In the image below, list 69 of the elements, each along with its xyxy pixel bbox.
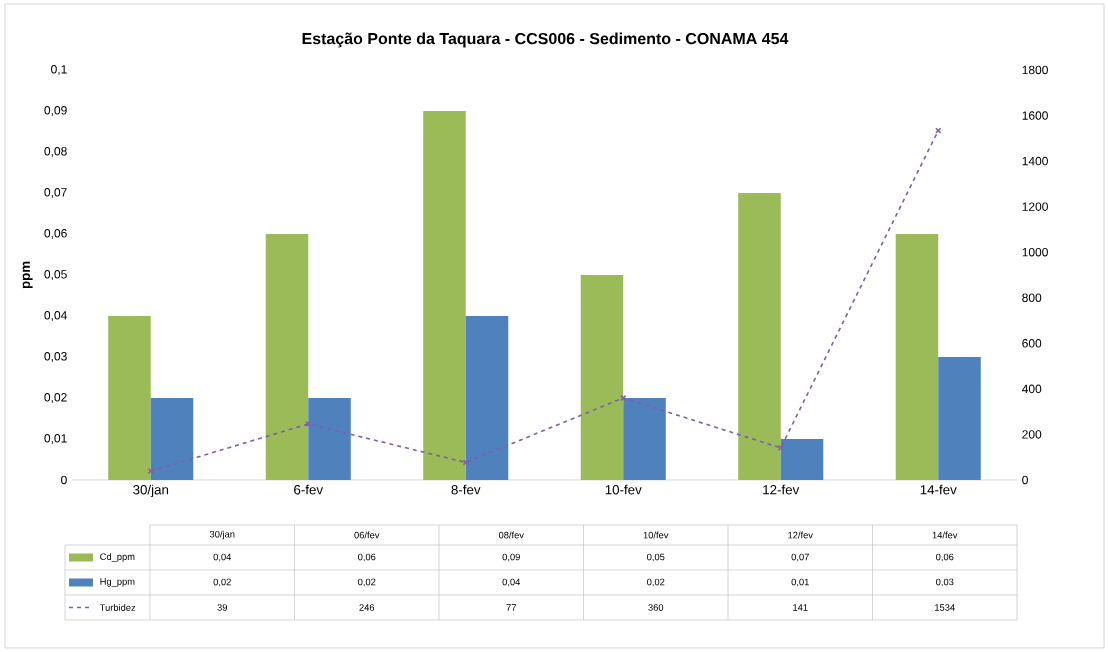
text: 10/fev (643, 531, 669, 539)
text: 08/fev (498, 531, 524, 539)
data-label: 0,06 (358, 553, 376, 562)
data-label: 0,02 (358, 578, 376, 587)
bar (150, 397, 194, 480)
y-tick-label: 0,01 (44, 434, 67, 444)
x-tick-label: 12-fev (763, 484, 800, 495)
y-tick-label: 0,02 (44, 393, 67, 403)
data-label: 0,02 (213, 578, 231, 587)
bar (108, 315, 151, 480)
legend-label: Turbidez (99, 604, 136, 611)
y-tick-label: 0,07 (44, 188, 67, 198)
data-label: 0,03 (936, 578, 954, 587)
data-label: 246 (359, 604, 375, 611)
data-label: 0,05 (647, 553, 665, 562)
text: 12/fev (788, 531, 813, 539)
text: 14/fev (932, 531, 958, 539)
y-tick-label: 0,1 (51, 65, 67, 75)
y2-tick-label: 1400 (1022, 156, 1048, 166)
legend-label: Hg_ppm (100, 578, 135, 587)
bar (780, 438, 824, 480)
y2-tick-label: 600 (1022, 339, 1042, 348)
data-label: 0,07 (791, 553, 809, 562)
x-tick-label: 30/jan (133, 484, 169, 498)
data-label: 141 (793, 604, 808, 611)
legend-label: Cd_ppm (100, 553, 135, 562)
chart-title: Estação Ponte da Taquara - CCS006 - Sedimento - CONAMA 454 (302, 32, 789, 48)
y2-tick-label: 1800 (1022, 65, 1048, 75)
x-tick-label: 8-fev (451, 484, 481, 495)
y2-tick-label: 1000 (1022, 247, 1048, 257)
y2-tick-label: 1200 (1022, 202, 1048, 211)
x-tick-label: 10-fev (605, 484, 642, 495)
y2-tick-label: 800 (1022, 293, 1042, 303)
y-tick-label: 0,09 (44, 106, 67, 116)
bar (623, 397, 666, 480)
y-tick-label: 0,05 (44, 270, 67, 280)
y2-tick-label: 1600 (1022, 111, 1048, 120)
y-tick-label: 0,04 (44, 311, 67, 321)
point (777, 444, 784, 452)
y2-tick-label: 200 (1022, 430, 1042, 439)
data-label: 1534 (935, 604, 955, 611)
data-label: 0,02 (647, 578, 665, 587)
data-label: 0,04 (502, 578, 521, 587)
y2-tick-label: 0 (1022, 475, 1028, 485)
y-tick-label: 0,06 (44, 229, 67, 239)
y-tick-label: 0,08 (44, 147, 67, 157)
text: 30/jan (209, 530, 235, 540)
data-label: 360 (648, 604, 664, 611)
x-tick-label: 14-fev (920, 484, 957, 495)
data-label: 0,09 (502, 553, 520, 562)
bar (938, 356, 981, 480)
data-label: 77 (506, 604, 516, 611)
y-axis-title: ppm (22, 261, 33, 289)
bar (580, 274, 624, 480)
bar (895, 233, 939, 480)
data-label: 0,04 (213, 553, 232, 562)
bar (465, 315, 509, 480)
data-label: 0,01 (791, 578, 809, 587)
bar (308, 397, 351, 480)
bar (738, 192, 781, 480)
data-label: 0,06 (936, 553, 954, 562)
data-label: 39 (217, 604, 227, 611)
y-tick-label: 0 (61, 475, 67, 485)
y2-tick-label: 400 (1021, 384, 1042, 394)
text: 06/fev (354, 531, 380, 539)
y-tick-label: 0,03 (44, 352, 67, 362)
x-tick-label: 6-fev (294, 484, 324, 495)
bar (265, 233, 309, 480)
bar (423, 110, 466, 480)
